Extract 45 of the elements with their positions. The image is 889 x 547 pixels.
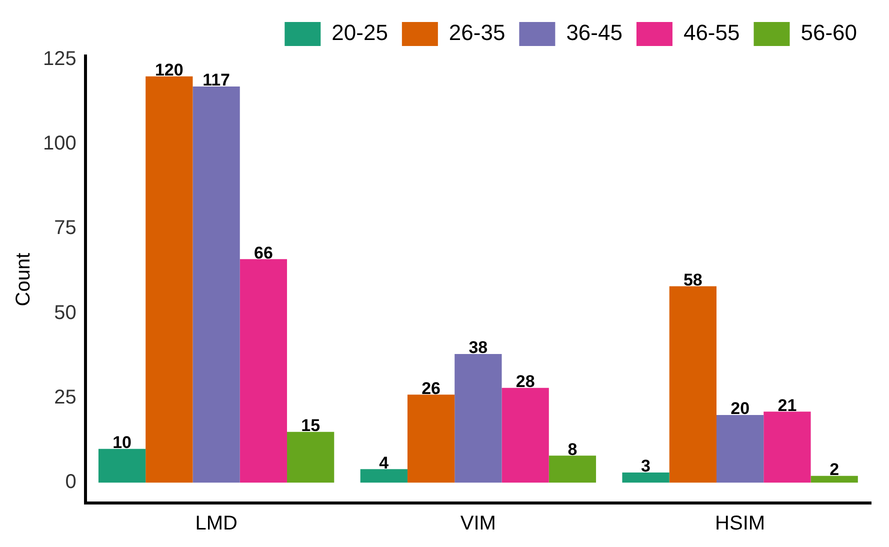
data-label: 120 <box>154 60 184 80</box>
bar <box>764 412 811 483</box>
data-label: 20 <box>730 399 750 418</box>
legend-label: 36-45 <box>566 20 622 46</box>
data-label: 10 <box>112 433 132 452</box>
data-label: 117 <box>202 70 230 90</box>
bar <box>407 394 455 483</box>
bar <box>548 456 596 483</box>
data-label: 8 <box>568 440 578 459</box>
data-label: 28 <box>516 372 535 392</box>
y-tick-label: 50 <box>54 302 76 324</box>
bar <box>360 469 408 483</box>
legend-label: 46-55 <box>683 20 740 46</box>
bar <box>622 472 670 483</box>
data-label: 2 <box>830 460 840 480</box>
bar <box>716 414 764 483</box>
y-tick-label: 75 <box>54 217 76 240</box>
legend-label: 56-60 <box>800 20 858 46</box>
legend-label: 20-25 <box>332 20 388 46</box>
y-axis-title: Count <box>12 252 35 306</box>
x-tick-label: HSIM <box>715 512 766 535</box>
bar <box>502 388 549 483</box>
bar <box>240 259 288 483</box>
bar <box>669 286 716 483</box>
data-label: 21 <box>778 396 797 415</box>
y-tick-label: 0 <box>65 471 76 494</box>
data-label: 38 <box>468 338 488 358</box>
bar <box>454 354 502 483</box>
data-label: 3 <box>641 456 651 476</box>
y-tick-label: 25 <box>54 386 76 409</box>
x-tick-label: LMD <box>195 512 238 535</box>
bar <box>192 86 240 483</box>
bar <box>287 432 334 483</box>
data-label: 58 <box>683 270 702 290</box>
bar <box>98 448 146 483</box>
y-tick-label: 100 <box>42 132 76 155</box>
data-label: 15 <box>301 416 320 436</box>
data-label: 66 <box>254 243 273 262</box>
data-label: 26 <box>422 378 441 398</box>
bar <box>146 76 193 483</box>
x-tick-label: VIM <box>460 512 496 535</box>
bar <box>810 476 858 483</box>
data-label: 4 <box>379 453 390 472</box>
legend-label: 26-35 <box>448 20 506 46</box>
y-tick-label: 125 <box>42 48 76 70</box>
